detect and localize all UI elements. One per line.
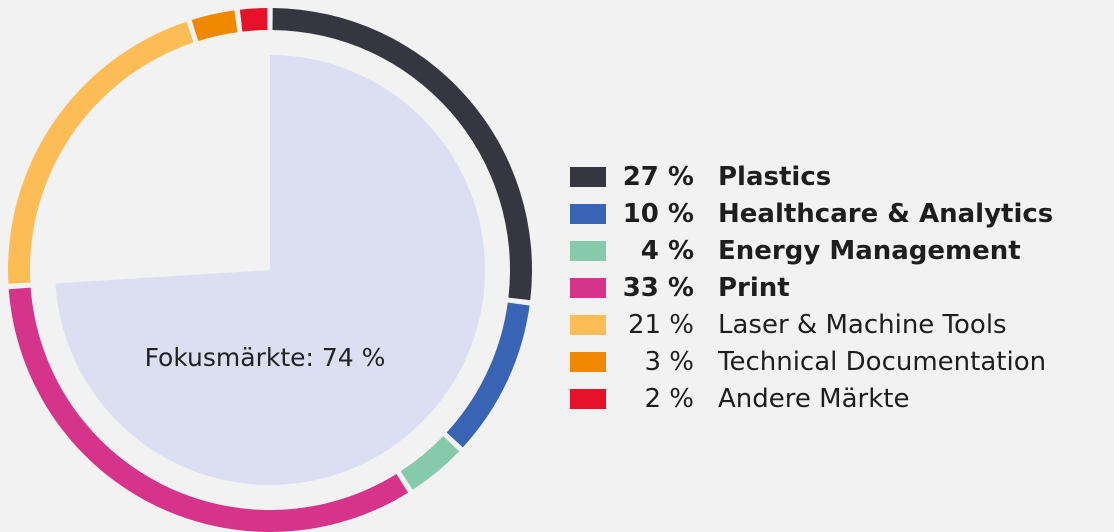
legend-item-laser-and-machine-tools: 21 % Laser & Machine Tools <box>570 306 1110 343</box>
slice-healthcare-and-analytics <box>446 302 530 448</box>
legend-percent: 10 % <box>622 198 694 229</box>
legend-label: Healthcare & Analytics <box>718 198 1054 229</box>
slice-plastics <box>272 8 532 301</box>
slice-technical-documentation <box>191 10 238 41</box>
legend-item-print: 33 % Print <box>570 269 1110 306</box>
legend-label: Andere Märkte <box>718 383 910 414</box>
legend-swatch <box>570 277 606 298</box>
legend-label: Technical Documentation <box>718 346 1047 377</box>
legend-percent: 3 % <box>644 346 694 377</box>
legend-item-andere-maerkte: 2 % Andere Märkte <box>570 380 1110 417</box>
legend-percent: 27 % <box>622 161 694 192</box>
legend-swatch <box>570 240 606 261</box>
legend-swatch <box>570 166 606 187</box>
donut-chart: Fokusmärkte: 74 % <box>8 8 532 532</box>
legend-label: Laser & Machine Tools <box>718 309 1007 340</box>
legend-item-plastics: 27 % Plastics <box>570 158 1110 195</box>
legend-swatch <box>570 203 606 224</box>
legend-label: Energy Management <box>718 235 1021 266</box>
legend: 27 % Plastics 10 % Healthcare & Analytics 4 … <box>570 158 1110 417</box>
donut-ring <box>8 8 532 532</box>
legend-item-healthcare-and-analytics: 10 % Healthcare & Analytics <box>570 195 1110 232</box>
focus-markets-wedge <box>55 55 486 485</box>
slice-laser-and-machine-tools <box>8 21 194 284</box>
slice-print <box>8 287 409 532</box>
legend-item-technical-documentation: 3 % Technical Documentation <box>570 343 1110 380</box>
legend-item-energy-management: 4 % Energy Management <box>570 232 1110 269</box>
center-label: Fokusmärkte: 74 % <box>145 343 386 372</box>
legend-label: Plastics <box>718 161 832 192</box>
slice-energy-management <box>400 436 460 490</box>
legend-swatch <box>570 314 606 335</box>
slice-andere-maerkte <box>239 8 268 32</box>
legend-percent: 21 % <box>627 309 694 340</box>
legend-label: Print <box>718 272 790 303</box>
legend-percent: 4 % <box>640 235 694 266</box>
legend-swatch <box>570 351 606 372</box>
legend-percent: 2 % <box>644 383 694 414</box>
legend-percent: 33 % <box>622 272 694 303</box>
legend-swatch <box>570 388 606 409</box>
